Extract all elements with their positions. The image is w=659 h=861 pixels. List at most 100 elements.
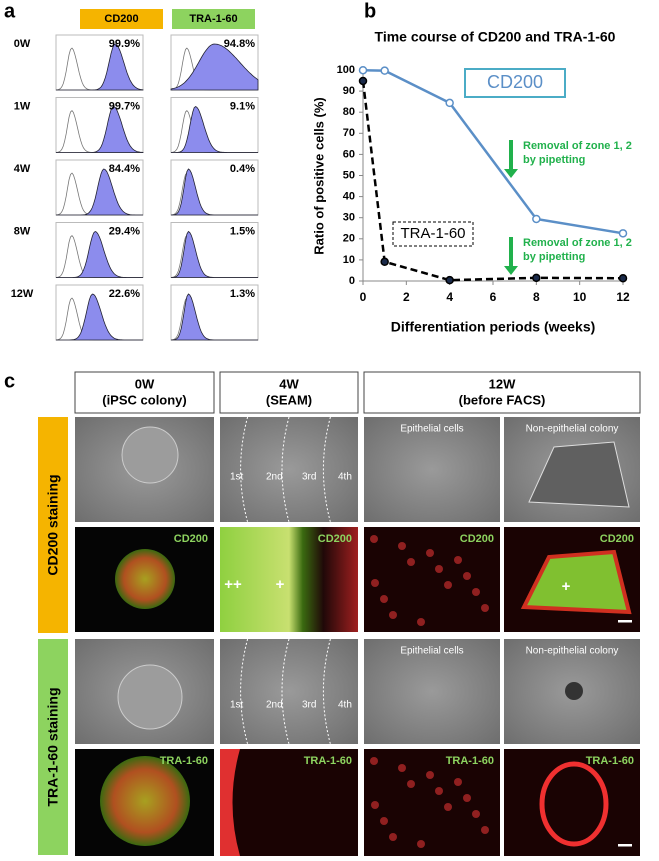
percent-label: 22.6% (109, 288, 140, 300)
stained-spot (371, 801, 379, 809)
stained-spot (472, 588, 480, 596)
row-group-label: TRA-1-60 staining (45, 687, 61, 806)
stain-label: TRA-1-60 (304, 755, 352, 767)
stain-label: TRA-1-60 (586, 755, 634, 767)
time-label: 8W (14, 225, 31, 237)
data-point (618, 229, 628, 238)
sample-histogram (56, 43, 144, 91)
row-group-bar (38, 417, 68, 633)
colony-shape (565, 682, 583, 700)
y-tick-label: 80 (343, 106, 355, 118)
fluorescence-image (504, 749, 640, 856)
stained-spot (370, 535, 378, 543)
image-subtitle: Non-epithelial colony (526, 424, 619, 435)
stain-label: CD200 (174, 533, 208, 545)
x-tick-label: 6 (490, 290, 497, 304)
stained-spot (371, 579, 379, 587)
chart-title: Time course of CD200 and TRA-1-60 (375, 29, 616, 45)
panel-label: c (4, 370, 15, 392)
annotation: by pipetting (523, 251, 585, 263)
stained-spot (380, 595, 388, 603)
region-mark: + (562, 578, 571, 595)
scale-bar (618, 620, 632, 623)
row-group-bar (38, 639, 68, 855)
stained-spot (398, 542, 406, 550)
time-label: 12W (11, 288, 34, 300)
percent-label: 1.3% (230, 288, 255, 300)
stained-spot (481, 826, 489, 834)
stained-spot (444, 581, 452, 589)
y-tick-label: 0 (349, 275, 355, 287)
panel-label: a (4, 0, 16, 22)
sample-histogram (56, 231, 143, 278)
percent-label: 29.4% (109, 225, 140, 237)
phase-image (220, 417, 358, 522)
column-header-text: 0W (135, 376, 155, 391)
series-label: TRA-1-60 (400, 225, 465, 242)
sample-histogram (56, 293, 143, 341)
y-tick-label: 10 (343, 254, 355, 266)
stained-colony (539, 761, 609, 847)
stained-spot (472, 810, 480, 818)
row-group-label: CD200 staining (45, 474, 61, 575)
colony (121, 426, 179, 484)
y-tick-label: 50 (343, 169, 355, 181)
column-header (363, 371, 641, 414)
phase-image (220, 639, 358, 744)
zone-label: 4th (338, 700, 352, 711)
stain-label: TRA-1-60 (160, 755, 208, 767)
zone-label: 1st (230, 472, 244, 483)
stain-label: CD200 (600, 533, 634, 545)
stained-spot (444, 803, 452, 811)
zone-border (322, 416, 331, 523)
zone-border (322, 638, 331, 745)
arrow (504, 237, 518, 275)
annotation: Removal of zone 1, 2 (523, 237, 632, 249)
zone-label: 1st (230, 700, 244, 711)
y-tick-label: 20 (343, 233, 355, 245)
scale-bar (618, 844, 632, 847)
annotation: by pipetting (523, 154, 585, 166)
stained-spot (417, 840, 425, 848)
data-point (445, 98, 454, 108)
arrow (504, 140, 518, 178)
stained-spot (380, 817, 388, 825)
data-point (358, 65, 368, 75)
sample-histogram (170, 43, 259, 91)
histogram-frame (170, 97, 259, 153)
zone-label: 2nd (266, 700, 283, 711)
column-header-text: (before FACS) (459, 392, 546, 407)
column-header (74, 371, 215, 414)
marker-header (172, 9, 255, 29)
zone-label: 3rd (302, 700, 316, 711)
sample-histogram (171, 106, 258, 153)
y-tick-label: 100 (337, 64, 355, 76)
percent-label: 9.1% (230, 100, 255, 112)
marker-label: CD200 (104, 13, 138, 25)
time-label: 1W (14, 100, 31, 112)
stain-label: TRA-1-60 (446, 755, 494, 767)
stain-label: CD200 (460, 533, 494, 545)
zone-label: 2nd (266, 472, 283, 483)
stained-spot (389, 611, 397, 619)
x-axis-title: Differentiation periods (weeks) (391, 319, 596, 335)
zone-border (281, 416, 290, 523)
colony (117, 664, 183, 730)
series-label-box (392, 221, 474, 247)
fluorescence-image (364, 749, 500, 856)
zone-border (240, 638, 249, 745)
y-tick-label: 70 (343, 127, 355, 139)
percent-label: 84.4% (109, 163, 140, 175)
sample-histogram (56, 168, 143, 216)
stained-spot (426, 549, 434, 557)
region-mark: + (276, 576, 285, 593)
marker-header (80, 9, 163, 29)
x-tick-label: 12 (616, 290, 630, 304)
percent-label: 94.8% (224, 38, 255, 50)
phase-image (364, 639, 500, 744)
fluorescence-image (364, 527, 500, 632)
y-tick-label: 90 (343, 85, 355, 97)
series-label-box (464, 68, 566, 98)
sample-histogram (56, 106, 144, 153)
stained-spot (389, 833, 397, 841)
